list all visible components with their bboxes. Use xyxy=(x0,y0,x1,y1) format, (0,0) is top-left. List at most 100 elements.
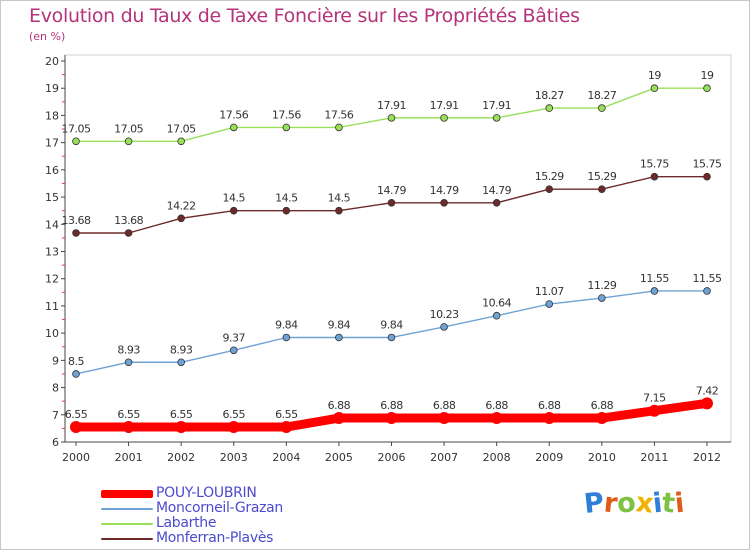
data-label: 17.05 xyxy=(62,122,91,135)
data-point xyxy=(440,198,448,207)
x-tick-label: 2012 xyxy=(693,451,721,464)
data-point xyxy=(545,104,554,112)
data-label: 6.55 xyxy=(65,408,88,421)
y-tick-label: 12 xyxy=(45,273,59,286)
data-point xyxy=(72,229,80,237)
data-point xyxy=(703,287,711,295)
data-label: 13.68 xyxy=(114,214,143,227)
data-point xyxy=(124,137,133,146)
data-label: 8.5 xyxy=(68,355,84,368)
data-point xyxy=(492,198,501,207)
data-label: 10.64 xyxy=(482,297,511,310)
data-label: 6.88 xyxy=(328,399,351,412)
data-label: 6.55 xyxy=(170,408,193,421)
x-tick-label: 2007 xyxy=(430,451,458,464)
legend-item: POUY-LOUBRIN xyxy=(101,485,401,502)
data-point xyxy=(280,421,293,434)
legend-label: Moncorneil-Grazan xyxy=(156,500,284,516)
data-point xyxy=(545,300,554,308)
data-point xyxy=(332,412,345,425)
data-point xyxy=(387,114,396,122)
x-tick-label: 2008 xyxy=(483,451,511,464)
data-point xyxy=(72,370,80,378)
data-label: 14.5 xyxy=(328,192,351,205)
data-label: 14.79 xyxy=(430,184,459,197)
data-point xyxy=(177,214,185,223)
legend-swatch xyxy=(101,523,153,525)
data-point xyxy=(492,311,501,320)
data-label: 17.91 xyxy=(430,99,459,112)
y-tick-label: 14 xyxy=(45,218,59,231)
legend-swatch xyxy=(101,490,153,498)
data-label: 7.42 xyxy=(696,384,719,397)
data-label: 17.56 xyxy=(219,108,248,121)
data-point xyxy=(595,412,608,425)
data-point xyxy=(543,412,556,425)
data-point xyxy=(124,358,133,367)
chart-subtitle: (en %) xyxy=(29,30,66,43)
data-label: 9.84 xyxy=(380,318,403,331)
data-label: 15.29 xyxy=(535,170,564,183)
data-point xyxy=(229,346,238,355)
data-point xyxy=(229,206,238,215)
data-point xyxy=(282,333,291,342)
data-point xyxy=(650,287,659,295)
data-label: 8.93 xyxy=(117,343,140,356)
data-point xyxy=(703,172,711,181)
data-label: 6.55 xyxy=(117,408,140,421)
data-label: 17.56 xyxy=(324,108,353,121)
data-point xyxy=(282,123,291,132)
y-tick-label: 18 xyxy=(45,109,59,122)
y-tick-label: 10 xyxy=(45,327,59,340)
data-point xyxy=(282,206,291,215)
data-point xyxy=(701,397,713,410)
y-tick-label: 17 xyxy=(45,137,59,150)
data-label: 17.05 xyxy=(114,122,143,135)
x-tick-label: 2005 xyxy=(325,451,353,464)
data-label: 9.84 xyxy=(275,318,298,331)
data-point xyxy=(545,185,554,193)
data-point xyxy=(385,412,398,425)
x-tick-label: 2011 xyxy=(640,451,668,464)
data-point xyxy=(335,206,343,215)
legend-swatch xyxy=(101,508,153,510)
data-point xyxy=(703,84,711,93)
data-label: 9.84 xyxy=(328,318,351,331)
y-tick-label: 19 xyxy=(45,82,59,95)
data-label: 10.23 xyxy=(430,308,459,321)
plot-area xyxy=(64,54,732,443)
x-tick-label: 2003 xyxy=(220,451,248,464)
data-point xyxy=(124,229,133,237)
legend-item: Labarthe xyxy=(101,515,401,532)
data-point xyxy=(70,421,82,434)
data-label: 8.93 xyxy=(170,343,193,356)
data-label: 14.5 xyxy=(275,192,298,205)
series-line xyxy=(75,290,708,375)
data-label: 17.91 xyxy=(482,99,511,112)
data-point xyxy=(440,114,448,122)
chart-title: Evolution du Taux de Taxe Foncière sur l… xyxy=(29,5,580,27)
data-point xyxy=(122,421,135,434)
data-label: 6.55 xyxy=(275,408,298,421)
y-tick-label: 7 xyxy=(52,409,59,422)
y-tick-label: 9 xyxy=(52,354,59,367)
data-point xyxy=(229,123,238,132)
data-point xyxy=(650,84,659,93)
y-tick-label: 15 xyxy=(45,191,59,204)
y-tick-label: 16 xyxy=(45,164,59,177)
data-label: 11.55 xyxy=(693,272,722,285)
legend-item: Monferran-Plavès xyxy=(101,530,401,547)
data-label: 15.75 xyxy=(640,158,669,171)
data-label: 14.79 xyxy=(377,184,406,197)
data-label: 14.79 xyxy=(482,184,511,197)
x-tick-label: 2004 xyxy=(272,451,300,464)
data-point xyxy=(335,333,343,342)
data-label: 15.29 xyxy=(587,170,616,183)
data-label: 13.68 xyxy=(62,214,91,227)
legend-label: POUY-LOUBRIN xyxy=(156,485,257,501)
y-tick-label: 6 xyxy=(52,436,59,449)
data-label: 11.07 xyxy=(535,285,564,298)
data-label: 6.88 xyxy=(433,399,456,412)
